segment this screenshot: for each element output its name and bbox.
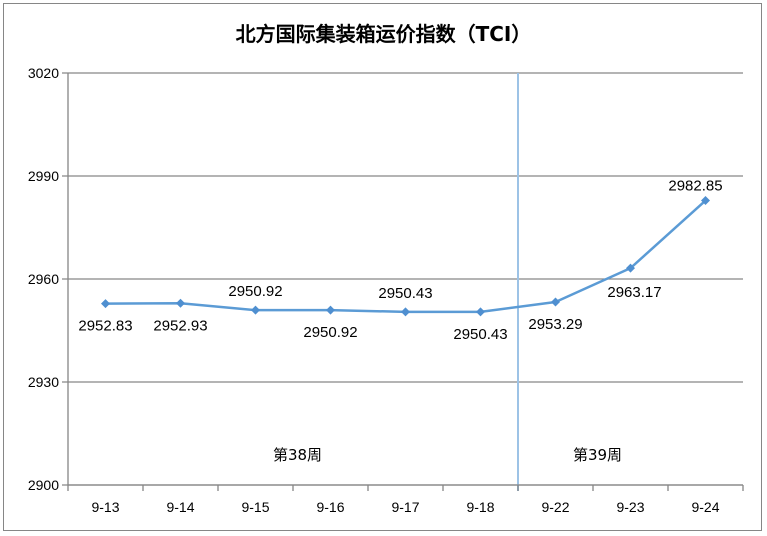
x-tick-labels: 9-13 9-14 9-15 9-16 9-17 9-18 9-22 9-23 9-24 — [91, 499, 719, 515]
data-point-marker — [176, 298, 185, 308]
x-tick-label: 9-24 — [691, 499, 719, 515]
chart-frame — [3, 3, 762, 531]
data-markers — [101, 196, 710, 317]
data-point-marker — [476, 307, 485, 317]
data-label: 2950.92 — [303, 324, 357, 341]
data-label: 2963.17 — [607, 284, 661, 301]
grid-lines — [62, 72, 743, 491]
week-annotation: 第38周 — [273, 446, 322, 464]
data-label: 2982.85 — [668, 178, 722, 195]
data-point-marker — [326, 305, 335, 315]
x-tick-label: 9-18 — [466, 499, 494, 515]
data-point-marker — [626, 263, 635, 273]
data-label: 2953.29 — [528, 316, 582, 333]
chart-title: 北方国际集装箱运价指数（TCI） — [235, 22, 532, 46]
week-annotation: 第39周 — [573, 446, 622, 464]
data-label: 2950.92 — [228, 283, 282, 300]
y-tick-labels: 2900 2930 2960 2990 3020 — [28, 65, 59, 493]
x-tick-label: 9-14 — [166, 499, 194, 515]
x-tick-label: 9-17 — [391, 499, 419, 515]
data-point-marker — [101, 299, 110, 309]
data-labels: 2952.83 2952.93 2950.92 2950.92 2950.43 2950.… — [78, 178, 722, 343]
data-point-marker — [401, 307, 410, 317]
axes — [67, 73, 744, 491]
data-label: 2952.93 — [153, 317, 207, 334]
x-tick-label: 9-13 — [91, 499, 119, 515]
data-point-marker — [251, 305, 260, 315]
x-tick-label: 9-15 — [241, 499, 269, 515]
data-label: 2950.43 — [453, 326, 507, 343]
data-point-marker — [551, 297, 560, 307]
y-tick-label: 2930 — [28, 374, 59, 390]
x-tick-label: 9-16 — [316, 499, 344, 515]
data-label: 2950.43 — [378, 285, 432, 302]
y-tick-label: 2990 — [28, 168, 59, 184]
x-tick-label: 9-22 — [541, 499, 569, 515]
y-tick-label: 2900 — [28, 477, 59, 493]
data-point-marker — [701, 196, 710, 206]
x-tick-label: 9-23 — [616, 499, 644, 515]
y-tick-label: 3020 — [28, 65, 59, 81]
y-tick-label: 2960 — [28, 271, 59, 287]
week-annotations: 第38周 第39周 — [273, 446, 622, 464]
data-label: 2952.83 — [78, 318, 132, 335]
